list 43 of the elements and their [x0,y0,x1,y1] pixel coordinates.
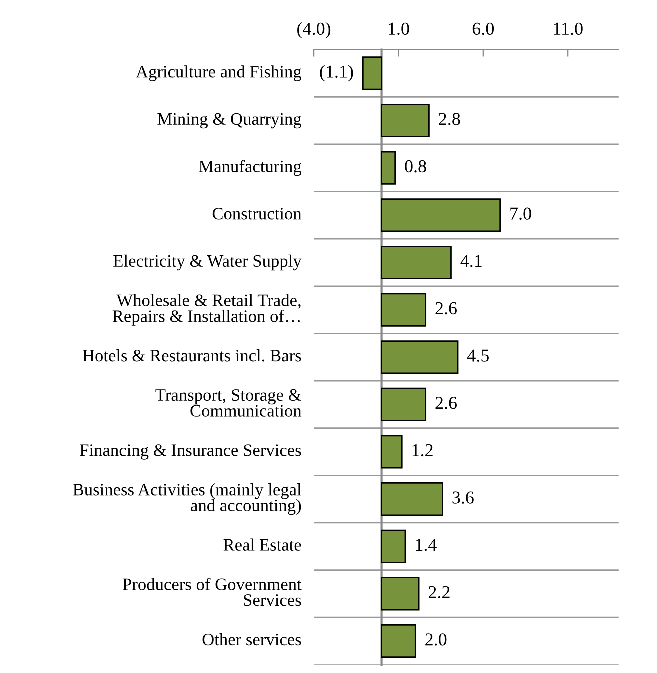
data-label: 2.6 [436,397,457,410]
y-tick-label: Business Activities (mainly legal and accounting) [73,484,302,516]
y-tick-label: Agriculture and Fishing [136,66,302,82]
bar [381,246,452,280]
y-tick-label: Construction [212,208,302,220]
x-tick-label: 6.0 [472,22,494,36]
data-label: 2.2 [428,586,450,599]
bar [381,530,406,564]
y-tick-label: Producers of Government Services [123,578,302,606]
y-tick-label: Manufacturing [199,160,302,176]
bar [381,388,427,422]
bar [381,624,416,658]
bar [381,151,396,185]
y-tick-label: Wholesale & Retail Trade, Repairs & Installation of… [112,294,301,326]
data-label: 7.0 [510,208,532,220]
x-tick-label: 1.0 [389,22,410,36]
x-tick-label: (4.0) [298,22,331,39]
y-tick-label: Mining & Quarrying [158,113,302,129]
bar [381,104,430,138]
data-label: (1.1) [320,65,354,82]
bar [381,340,459,374]
data-label: 2.0 [426,634,447,646]
bar [381,435,403,469]
y-tick-label: Transport, Storage & Communication [156,389,302,417]
data-label: 0.8 [405,160,426,173]
bar [381,293,427,327]
bar [381,198,502,232]
data-label: 1.4 [416,539,437,552]
data-label: 3.6 [452,492,474,504]
data-label: 4.1 [460,255,482,268]
y-tick-label: Financing & Insurance Services [80,444,302,460]
data-label: 1.2 [412,444,433,457]
data-label: 2.8 [439,113,460,126]
y-tick-label: Hotels & Restaurants incl. Bars [82,349,302,362]
y-tick-label: Real Estate [224,538,302,551]
x-tick-label: 11.0 [554,22,583,36]
bar [381,482,444,516]
data-label: 4.5 [468,350,490,362]
bar [362,56,382,90]
y-tick-label: Other services [202,633,302,646]
data-label: 2.6 [436,302,457,315]
bar [381,577,420,611]
y-tick-label: Electricity & Water Supply [114,254,302,271]
